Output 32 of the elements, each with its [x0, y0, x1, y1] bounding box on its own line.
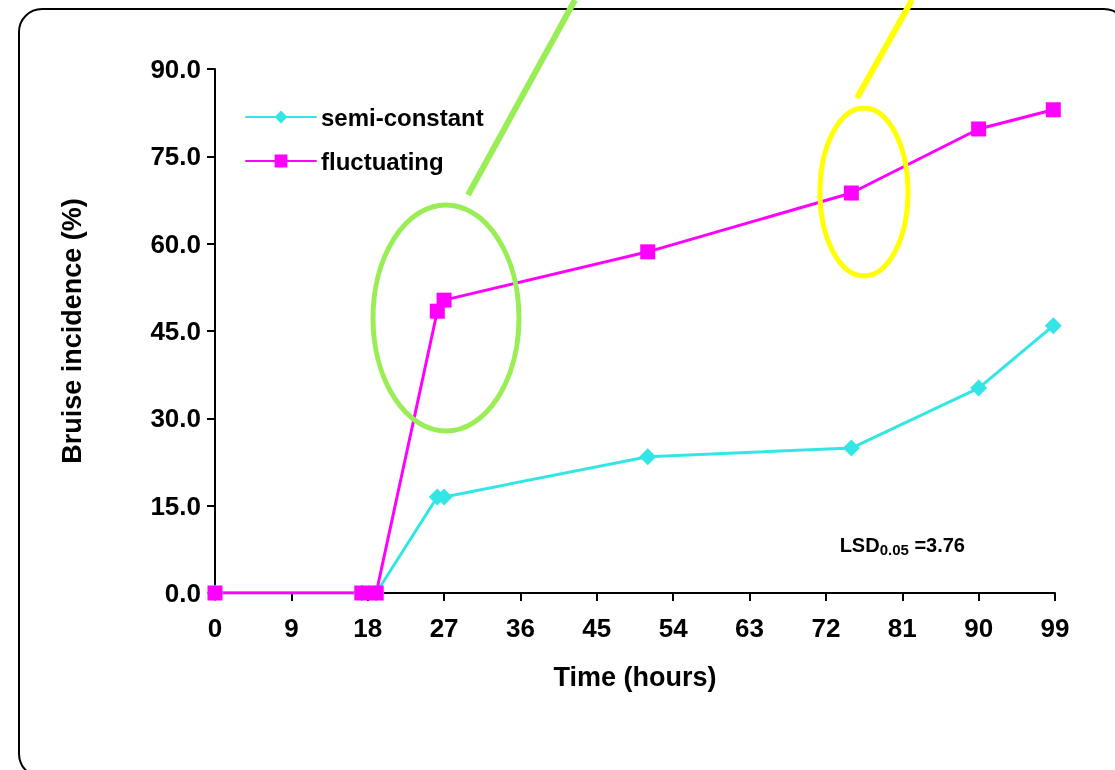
point [842, 439, 860, 457]
point [1044, 317, 1062, 335]
y-axis-title: Bruise incidence (%) [56, 198, 87, 464]
y-tick-label: 75.0 [150, 141, 201, 172]
x-tick-label: 36 [505, 613, 535, 643]
x-tick-label: 18 [353, 613, 383, 643]
x-tick-label: 45 [582, 613, 612, 643]
x-tick-label: 81 [887, 613, 917, 643]
x-tick-label: 27 [429, 613, 459, 643]
point [639, 448, 657, 466]
y-tick-label: 60.0 [150, 228, 201, 259]
point [436, 292, 452, 308]
y-tick-label: 0.0 [164, 578, 201, 608]
legend-label: fluctuating [321, 147, 444, 175]
x-tick-label: 63 [735, 613, 765, 643]
point [971, 121, 987, 137]
y-tick-label: 30.0 [150, 403, 201, 434]
x-axis-title: Time (hours) [553, 661, 717, 692]
point [1045, 102, 1061, 118]
y-tick-label: 45.0 [150, 316, 201, 346]
x-tick-label: 54 [658, 613, 689, 643]
x-tick-label: 99 [1040, 613, 1070, 643]
x-tick-label: 72 [811, 613, 841, 643]
x-tick-label: 0 [207, 613, 223, 643]
point [843, 185, 859, 201]
legend-label: semi-constant [321, 103, 484, 131]
y-tick-label: 15.0 [150, 490, 201, 521]
point [640, 244, 656, 260]
y-tick-label: 90.0 [150, 54, 201, 84]
x-tick-label: 9 [284, 613, 299, 643]
x-tick-label: 90 [964, 613, 994, 643]
point [970, 379, 988, 397]
